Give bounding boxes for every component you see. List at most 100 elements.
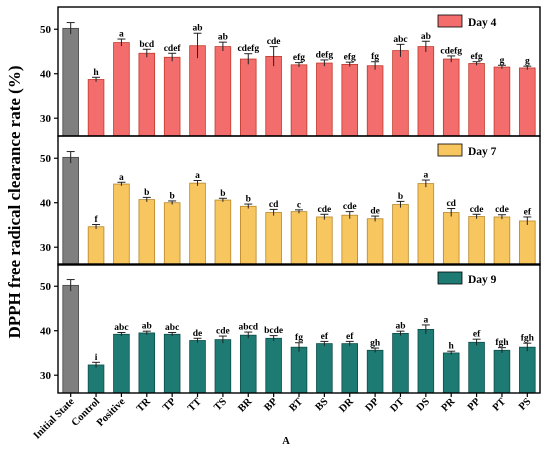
significance-label: cde bbox=[470, 205, 484, 215]
bar-tt bbox=[189, 45, 206, 137]
bar-pt bbox=[493, 66, 511, 137]
significance-label: bcde bbox=[264, 326, 283, 336]
bar-ps bbox=[519, 67, 536, 137]
bar-pp bbox=[468, 63, 485, 137]
significance-label: cde bbox=[216, 327, 230, 337]
bar-bt bbox=[290, 346, 308, 394]
y-tick-label: 30 bbox=[40, 242, 52, 254]
significance-label: b bbox=[144, 188, 149, 198]
x-tick-label: TT bbox=[186, 396, 204, 414]
bar-initial-state bbox=[62, 156, 79, 266]
significance-label: fgh bbox=[521, 334, 535, 344]
y-tick-label: 50 bbox=[40, 24, 52, 36]
bar-br bbox=[239, 334, 257, 394]
significance-label: cdefg bbox=[440, 46, 462, 56]
y-tick-label: 40 bbox=[40, 198, 52, 210]
x-tick-label: PP bbox=[466, 396, 483, 413]
x-tick-label: DP bbox=[364, 396, 382, 414]
y-tick-label: 30 bbox=[40, 113, 52, 125]
bar-pt bbox=[493, 349, 511, 394]
bar-pp bbox=[468, 216, 485, 266]
significance-label: f bbox=[94, 215, 98, 225]
bar-bs bbox=[316, 216, 333, 266]
x-tick-label: BS bbox=[314, 396, 331, 413]
bar-ps bbox=[519, 346, 536, 394]
significance-label: efg bbox=[344, 53, 356, 63]
bar-ds bbox=[417, 328, 435, 394]
significance-label: a bbox=[423, 171, 428, 181]
bar-positive bbox=[113, 42, 130, 137]
bar-dp bbox=[366, 218, 384, 266]
significance-label: ef bbox=[524, 207, 532, 217]
bar-ps bbox=[519, 220, 536, 266]
legend-label: Day 7 bbox=[468, 146, 497, 158]
significance-label: b bbox=[170, 191, 175, 201]
bar-dt bbox=[392, 204, 409, 266]
significance-label: de bbox=[370, 207, 380, 217]
significance-label: c bbox=[297, 200, 301, 210]
bar-pr bbox=[442, 352, 460, 394]
bar-dr bbox=[341, 63, 359, 137]
legend-swatch bbox=[437, 14, 463, 28]
bar-tr bbox=[138, 199, 156, 266]
y-tick-label: 30 bbox=[40, 370, 52, 382]
bar-control bbox=[87, 226, 105, 266]
significance-label: ef bbox=[321, 332, 329, 342]
significance-label: bcd bbox=[139, 40, 155, 50]
x-tick-label: PS bbox=[517, 396, 534, 413]
significance-label: ab bbox=[142, 322, 152, 332]
bar-dp bbox=[366, 65, 384, 137]
legend-swatch bbox=[437, 271, 463, 285]
bar-ts bbox=[214, 339, 232, 394]
x-tick-label: TP bbox=[161, 396, 179, 414]
significance-label: gh bbox=[370, 339, 381, 349]
bar-dt bbox=[392, 50, 409, 137]
bar-tt bbox=[189, 340, 206, 394]
significance-label: ab bbox=[421, 32, 431, 42]
bar-bp bbox=[265, 55, 282, 137]
y-tick-label: 50 bbox=[40, 281, 52, 293]
significance-label: ef bbox=[473, 330, 481, 340]
significance-label: a bbox=[119, 173, 124, 183]
significance-label: g bbox=[500, 56, 505, 66]
bar-br bbox=[239, 205, 257, 266]
significance-label: fg bbox=[295, 333, 303, 343]
y-tick-label: 40 bbox=[40, 69, 52, 81]
bar-tt bbox=[189, 182, 206, 266]
panel-day-7: 30 40 50 f a b b a b b cd c cde cde de b a cd cde cde ef Day … bbox=[40, 135, 541, 266]
x-tick-label: TS bbox=[212, 396, 229, 413]
panel-day-9: 30 40 50 i abc ab abc de cde abcd bcde fg ef ef gh ab a h… bbox=[40, 263, 541, 394]
bar-dp bbox=[366, 349, 384, 394]
x-tick-label: DT bbox=[388, 396, 406, 414]
bar-ts bbox=[214, 46, 232, 137]
significance-label: cde bbox=[267, 37, 281, 47]
bar-tp bbox=[163, 202, 181, 266]
significance-label: ef bbox=[346, 332, 354, 342]
x-tick-label: DS bbox=[415, 396, 432, 413]
bar-bt bbox=[290, 211, 308, 266]
legend-label: Day 4 bbox=[468, 17, 497, 29]
y-tick-label: 50 bbox=[40, 153, 52, 165]
y-tick-label: 40 bbox=[40, 326, 52, 338]
significance-label: cde bbox=[495, 205, 509, 215]
panel-frame bbox=[57, 135, 541, 266]
significance-label: h bbox=[449, 342, 455, 352]
x-tick-label: PR bbox=[440, 396, 458, 414]
significance-label: b bbox=[246, 195, 251, 205]
legend-label: Day 9 bbox=[468, 274, 497, 286]
bar-ds bbox=[417, 46, 435, 137]
significance-label: defg bbox=[316, 50, 334, 60]
significance-label: g bbox=[525, 57, 530, 67]
bar-dr bbox=[341, 343, 359, 394]
bar-pr bbox=[442, 212, 460, 266]
significance-label: efg bbox=[293, 53, 305, 63]
legend-swatch bbox=[437, 143, 463, 157]
significance-label: fg bbox=[371, 52, 379, 62]
bar-tp bbox=[163, 56, 181, 137]
significance-label: fgh bbox=[495, 338, 509, 348]
bar-tp bbox=[163, 333, 181, 394]
bar-bs bbox=[316, 62, 333, 137]
